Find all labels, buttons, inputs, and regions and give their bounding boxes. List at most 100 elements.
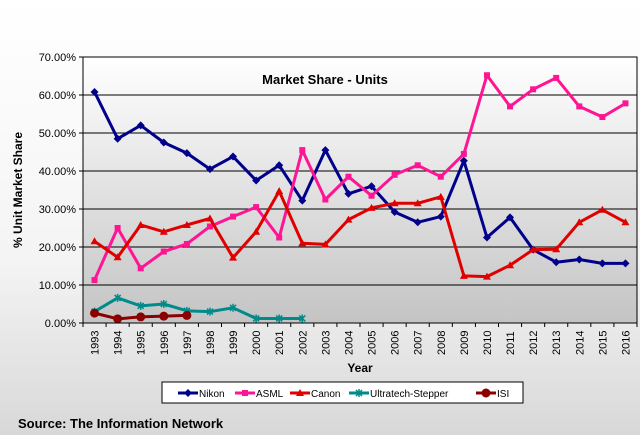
data-point-nikon (344, 189, 353, 198)
y-tick-label: 10.00% (39, 280, 77, 292)
data-point-asml (483, 72, 490, 79)
x-tick-label: 2014 (574, 331, 586, 355)
data-point-asml (460, 150, 467, 157)
data-point-canon (621, 218, 630, 226)
y-tick-label: 60.00% (39, 90, 77, 102)
x-tick-label: 2003 (320, 331, 332, 355)
data-point-nikon (575, 255, 584, 264)
data-point-nikon (552, 258, 561, 267)
x-tick-label: 2004 (343, 331, 355, 355)
data-point-asml (253, 204, 260, 211)
x-tick-label: 1993 (90, 331, 102, 355)
data-point-nikon (136, 121, 145, 130)
legend-marker-asml (242, 390, 248, 396)
data-point-canon (390, 199, 399, 207)
data-point-asml (206, 223, 213, 230)
data-point-nikon (413, 218, 422, 227)
data-point-canon (159, 227, 168, 235)
y-tick-label: 30.00% (39, 204, 77, 216)
data-point-asml (114, 225, 121, 231)
chart-title: Market Share - Units (262, 72, 388, 87)
x-tick-label: 2011 (505, 331, 517, 355)
series-nikon (90, 87, 630, 268)
data-point-isi (136, 312, 146, 322)
data-point-isi (182, 310, 192, 320)
data-point-canon (459, 271, 468, 279)
data-point-asml (276, 234, 283, 241)
series-line-ultratech-stepper (93, 296, 303, 320)
legend-label-asml: ASML (256, 389, 284, 400)
data-point-asml (299, 147, 306, 154)
x-marker-stroke (137, 301, 145, 310)
x-tick-label: 2005 (367, 331, 379, 355)
data-point-ultratech-stepper (160, 300, 168, 308)
data-point-canon (182, 220, 191, 228)
x-tick-label: 2008 (436, 331, 448, 355)
data-point-canon (298, 239, 307, 247)
data-point-nikon (298, 196, 307, 205)
data-point-isi (113, 314, 123, 324)
x-marker-stroke (355, 389, 363, 397)
data-point-canon (436, 192, 445, 200)
data-point-canon (275, 187, 284, 195)
data-point-canon (529, 245, 538, 253)
data-point-asml (576, 103, 583, 110)
legend-marker-canon (296, 389, 304, 396)
data-point-canon (552, 245, 561, 253)
data-point-nikon (159, 138, 168, 147)
y-tick-label: 70.00% (39, 52, 77, 64)
y-tick-label: 0.00% (45, 318, 76, 330)
x-axis-label: Year (347, 361, 373, 375)
source-note: Source: The Information Network (18, 416, 224, 431)
data-point-asml (530, 86, 537, 93)
data-point-nikon (598, 259, 607, 268)
data-point-nikon (482, 233, 491, 242)
y-axis-label: % Unit Market Share (11, 132, 25, 248)
data-point-isi (159, 311, 169, 321)
x-tick-label: 1997 (182, 331, 194, 355)
x-tick-label: 2016 (620, 331, 632, 355)
data-point-nikon (229, 152, 238, 161)
y-tick-label: 20.00% (39, 242, 77, 254)
data-point-canon (229, 253, 238, 261)
data-point-canon (482, 272, 491, 280)
x-tick-label: 1994 (113, 331, 125, 355)
data-point-canon (90, 237, 99, 245)
series-canon (90, 187, 630, 280)
data-point-ultratech-stepper (206, 307, 214, 316)
data-point-canon (205, 214, 214, 222)
data-point-canon (136, 220, 145, 228)
x-tick-label: 2013 (551, 331, 563, 355)
data-point-asml (622, 100, 629, 107)
x-marker-stroke (206, 307, 214, 316)
x-tick-label: 1998 (205, 331, 217, 355)
data-point-asml (599, 114, 606, 121)
data-point-nikon (506, 213, 515, 222)
data-point-nikon (436, 212, 445, 221)
legend-marker-nikon (184, 389, 192, 397)
data-point-asml (368, 192, 375, 199)
data-point-asml (507, 103, 514, 110)
data-point-ultratech-stepper (114, 293, 122, 302)
series-line-asml (93, 73, 627, 281)
data-point-ultratech-stepper (298, 314, 306, 323)
data-point-asml (322, 196, 329, 203)
series-asml (91, 72, 629, 284)
data-point-asml (91, 277, 98, 284)
data-point-canon (506, 261, 515, 269)
data-point-nikon (252, 176, 261, 185)
legend-label-canon: Canon (311, 389, 340, 400)
x-tick-label: 2000 (251, 331, 263, 355)
data-point-asml (553, 74, 560, 81)
x-tick-label: 2006 (390, 331, 402, 355)
series-isi (90, 308, 192, 324)
data-point-asml (437, 173, 444, 180)
x-marker-stroke (275, 314, 283, 323)
x-marker-stroke (229, 303, 237, 312)
data-point-asml (230, 213, 237, 220)
data-point-ultratech-stepper (229, 303, 237, 312)
data-point-canon (413, 199, 422, 207)
y-tick-label: 50.00% (39, 128, 77, 140)
x-tick-label: 2009 (459, 331, 471, 355)
